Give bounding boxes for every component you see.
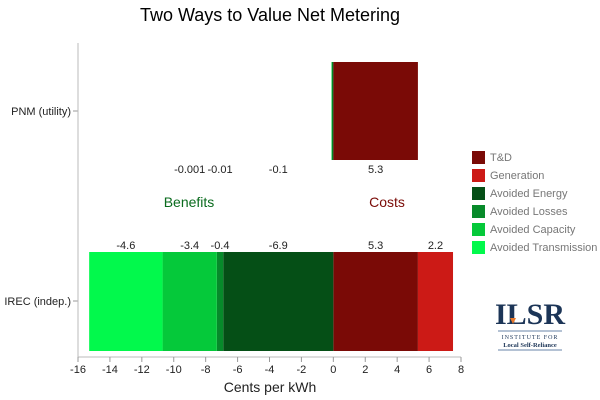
- x-tick-label: -10: [166, 364, 182, 376]
- data-label: 5.3: [368, 240, 383, 252]
- x-tick-label: -16: [70, 364, 86, 376]
- legend-label: Avoided Transmission: [490, 242, 597, 254]
- x-axis-label: Cents per kWh: [224, 379, 317, 395]
- y-tick-label: IREC (indep.): [4, 296, 71, 308]
- annotation-costs: Costs: [369, 194, 405, 210]
- x-tick-label: 4: [394, 364, 400, 376]
- annotation-benefits: Benefits: [164, 194, 215, 210]
- data-label: -0.4: [211, 240, 230, 252]
- x-tick-label: 6: [426, 364, 432, 376]
- data-label: 2.2: [428, 240, 443, 252]
- legend-label: Generation: [490, 170, 544, 182]
- data-label: -3.4: [180, 240, 199, 252]
- data-label: -0.001: [174, 164, 205, 176]
- data-label: 5.3: [368, 164, 383, 176]
- x-tick-label: 8: [458, 364, 464, 376]
- y-tick-label: PNM (utility): [11, 106, 71, 118]
- legend-swatch: [472, 151, 485, 164]
- x-tick-label: -14: [102, 364, 118, 376]
- x-tick-label: -6: [233, 364, 243, 376]
- legend-label: Avoided Losses: [490, 206, 568, 218]
- x-tick-label: -4: [265, 364, 275, 376]
- bar-segment: [417, 252, 454, 351]
- bar-segment: [333, 252, 418, 351]
- ilsr-logo: ILSR INSTITUTE FOR Local Self-Reliance: [495, 298, 565, 351]
- data-label: -0.1: [269, 164, 288, 176]
- legend-label: Avoided Energy: [490, 188, 568, 200]
- legend-swatch: [472, 187, 485, 200]
- logo-line2: Local Self-Reliance: [503, 342, 557, 349]
- x-tick-label: -12: [134, 364, 150, 376]
- x-tick-label: -8: [201, 364, 211, 376]
- bar-segment: [162, 252, 217, 351]
- x-tick-label: 2: [362, 364, 368, 376]
- logo-line1: INSTITUTE FOR: [502, 335, 559, 341]
- logo-wordmark: ILSR: [495, 298, 565, 331]
- bar-segment: [331, 62, 334, 160]
- legend-swatch: [472, 205, 485, 218]
- legend-swatch: [472, 223, 485, 236]
- data-label: -4.6: [116, 240, 135, 252]
- x-tick-label: -2: [297, 364, 307, 376]
- bar-segment: [223, 252, 334, 351]
- legend-swatch: [472, 241, 485, 254]
- bar-segment: [216, 252, 224, 351]
- logo-triangle-icon: [510, 318, 516, 324]
- bar-segment: [331, 62, 333, 160]
- chart-title: Two Ways to Value Net Metering: [140, 5, 400, 25]
- legend-label: T&D: [490, 152, 512, 164]
- x-tick-label: 0: [330, 364, 336, 376]
- legend-swatch: [472, 169, 485, 182]
- bar-segment: [89, 252, 163, 351]
- bar-segment: [333, 62, 418, 160]
- data-label: -6.9: [269, 240, 288, 252]
- legend-label: Avoided Capacity: [490, 224, 576, 236]
- data-label: -0.01: [207, 164, 232, 176]
